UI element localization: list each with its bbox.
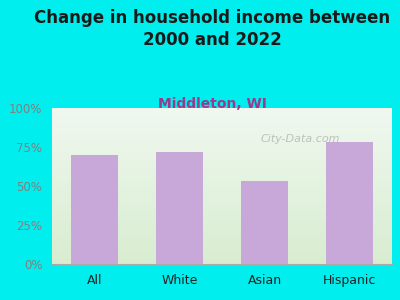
Bar <box>326 142 373 264</box>
Bar <box>156 152 203 264</box>
Text: Middleton, WI: Middleton, WI <box>158 98 266 112</box>
Text: Change in household income between
2000 and 2022: Change in household income between 2000 … <box>34 9 390 49</box>
Bar <box>241 181 288 264</box>
Text: City-Data.com: City-Data.com <box>260 134 340 144</box>
Bar <box>71 155 118 264</box>
